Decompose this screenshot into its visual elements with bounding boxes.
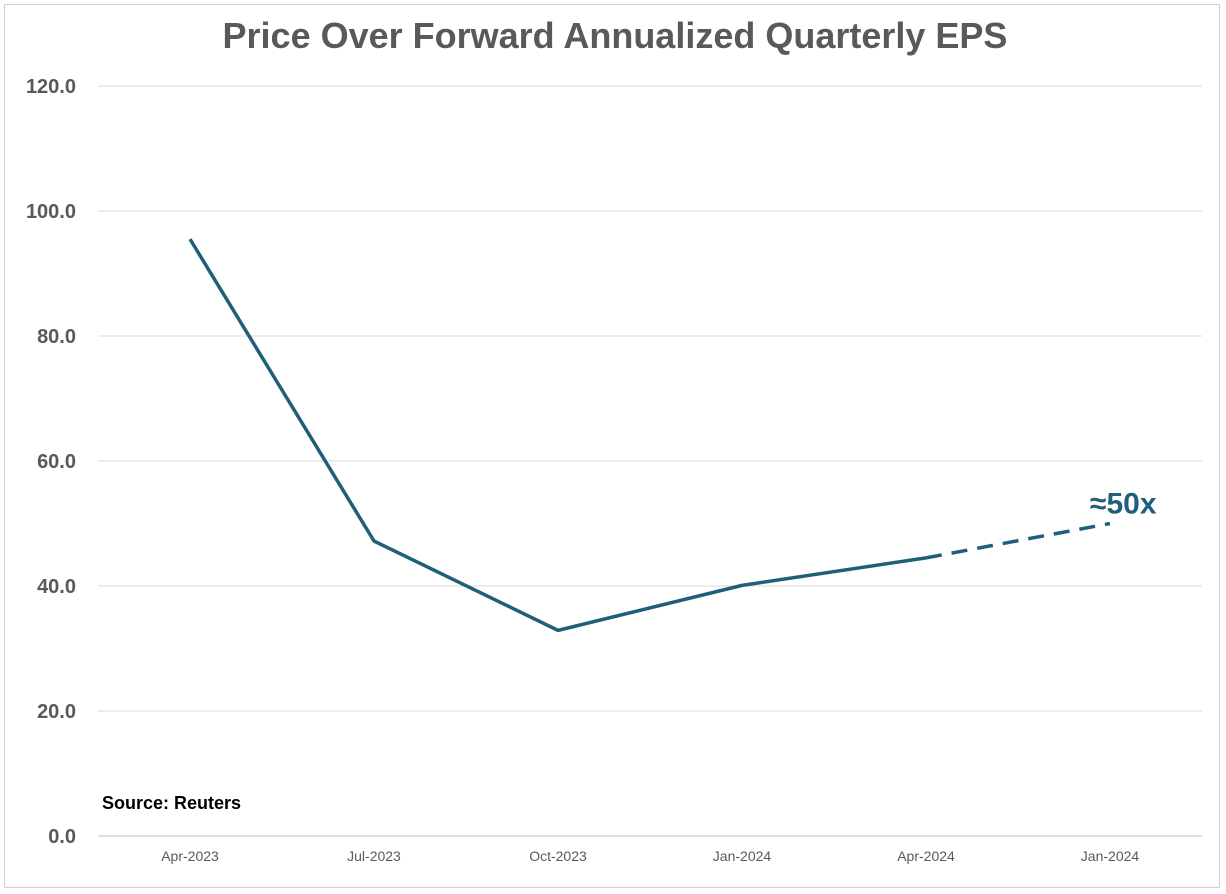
x-tick-label: Apr-2023: [161, 848, 219, 864]
y-tick-label: 100.0: [26, 201, 76, 223]
y-tick-label: 0.0: [48, 826, 76, 848]
chart-frame: [4, 4, 1220, 888]
x-tick-label: Jan-2024: [1081, 848, 1140, 864]
source-label: Source: Reuters: [102, 793, 241, 813]
chart-title: Price Over Forward Annualized Quarterly …: [223, 15, 1008, 56]
y-tick-label: 40.0: [37, 576, 76, 598]
x-tick-label: Apr-2024: [897, 848, 955, 864]
series-group: [188, 238, 1111, 633]
series-line: [188, 238, 927, 633]
annotation-label: ≈50x: [1090, 488, 1157, 521]
y-tick-label: 80.0: [37, 326, 76, 348]
x-tick-label: Jul-2023: [347, 848, 401, 864]
x-tick-label: Jan-2024: [713, 848, 772, 864]
y-tick-label: 20.0: [37, 701, 76, 723]
y-tick-label: 120.0: [26, 76, 76, 98]
series-line-projected: [925, 521, 1111, 560]
x-tick-label: Oct-2023: [529, 848, 587, 864]
y-tick-label: 60.0: [37, 451, 76, 473]
x-axis-ticks: Apr-2023 Jul-2023 Oct-2023 Jan-2024 Apr-2024…: [161, 848, 1139, 864]
gridlines: [98, 85, 1202, 837]
y-axis-ticks: 0.0 20.0 40.0 60.0 80.0 100.0 120.0: [26, 76, 76, 848]
